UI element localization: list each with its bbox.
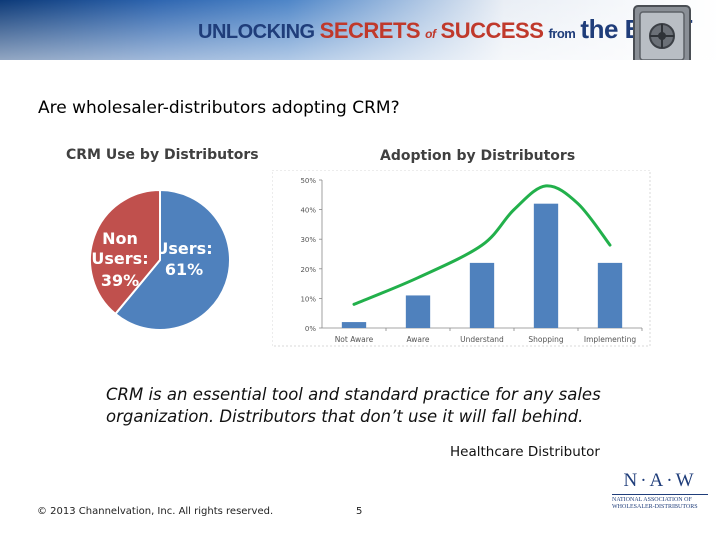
pie-chart: Users: 61% Non Users: 39% bbox=[89, 188, 231, 331]
y-tick-label: 0% bbox=[305, 325, 316, 333]
footer-copyright: © 2013 Channelvation, Inc. All rights re… bbox=[37, 506, 274, 517]
naw-logo-letters: N·A·W bbox=[623, 470, 697, 491]
trend-line bbox=[352, 184, 612, 306]
bar bbox=[469, 262, 495, 328]
x-tick-label: Understand bbox=[460, 335, 504, 344]
quote-source: Healthcare Distributor bbox=[450, 444, 600, 460]
banner-word-unlocking: UNLOCKING bbox=[198, 21, 315, 43]
page-number: 5 bbox=[356, 506, 363, 517]
naw-logo-line2: WHOLESALER-DISTRIBUTORS bbox=[612, 504, 698, 510]
bar-chart: 0% 10% 20% 30% 40% 50% Not Aware Aware Understan… bbox=[272, 170, 651, 347]
banner-word-of: of bbox=[425, 27, 436, 41]
pie-label-non-users: Non Users: bbox=[91, 229, 148, 268]
y-tick-label: 40% bbox=[300, 207, 316, 215]
x-tick-label: Aware bbox=[406, 335, 429, 344]
bar bbox=[341, 322, 367, 328]
safe-icon bbox=[633, 5, 691, 60]
slide-title: Are wholesaler-distributors adopting CRM… bbox=[38, 98, 400, 118]
banner-word-success: SUCCESS bbox=[440, 18, 544, 43]
pie-pct-users: 61% bbox=[165, 260, 203, 279]
pie-pct-non-users: 39% bbox=[101, 271, 139, 290]
y-tick-label: 50% bbox=[300, 177, 316, 185]
y-tick-label: 10% bbox=[300, 295, 316, 303]
y-tick-label: 20% bbox=[300, 266, 316, 274]
x-tick-label: Not Aware bbox=[335, 335, 374, 344]
pie-label-users: Users: bbox=[155, 239, 212, 258]
banner-fade bbox=[0, 0, 720, 60]
bar bbox=[597, 262, 623, 328]
quote-text: CRM is an essential tool and standard pr… bbox=[106, 385, 601, 426]
y-tick-label: 30% bbox=[300, 236, 316, 244]
bar bbox=[533, 203, 559, 328]
naw-logo-line1: NATIONAL ASSOCIATION OF bbox=[612, 497, 692, 503]
banner-title: UNLOCKING SECRETS of SUCCESS from the BE… bbox=[198, 14, 692, 45]
x-tick-label: Shopping bbox=[528, 335, 563, 344]
naw-logo: N·A·W NATIONAL ASSOCIATION OF WHOLESALER… bbox=[612, 470, 708, 511]
banner-word-from: from bbox=[548, 26, 576, 41]
chart-frame bbox=[272, 170, 651, 347]
pie-slice-users bbox=[113, 188, 231, 331]
pie-slice-non-users bbox=[89, 188, 161, 316]
bar-chart-title: Adoption by Distributors bbox=[380, 148, 576, 164]
header-banner: UNLOCKING SECRETS of SUCCESS from the BE… bbox=[0, 0, 720, 60]
banner-word-secrets: SECRETS bbox=[319, 18, 421, 43]
x-tick-label: Implementing bbox=[584, 335, 636, 344]
naw-logo-rule bbox=[612, 494, 708, 495]
bar bbox=[405, 295, 431, 328]
pie-chart-title: CRM Use by Distributors bbox=[66, 147, 259, 163]
